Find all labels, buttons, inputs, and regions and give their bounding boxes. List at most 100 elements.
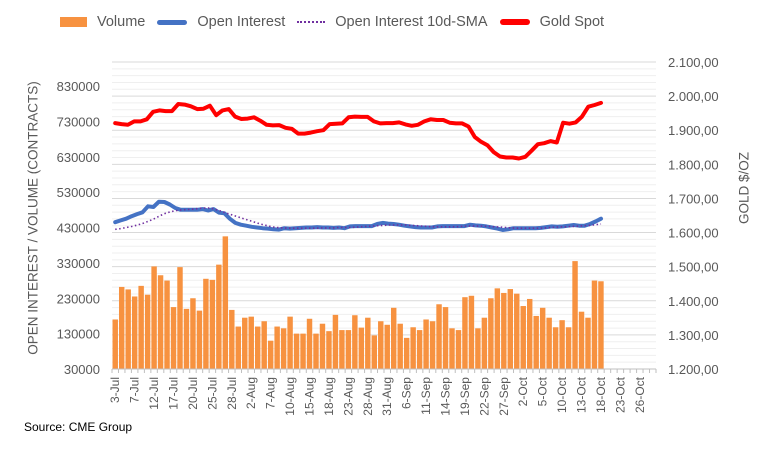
x-tick-label: 7-Jul (128, 377, 142, 403)
volume-bar (118, 286, 125, 369)
volume-bar (157, 275, 164, 369)
x-tick-label: 2-Oct (516, 376, 530, 406)
legend-swatch-oi-sma (297, 21, 326, 23)
x-tick-label: 22-Sep (477, 377, 491, 416)
volume-bar (229, 309, 235, 369)
volume-bar (520, 306, 526, 369)
volume-bar (371, 335, 378, 369)
volume-bar (410, 327, 416, 369)
legend-swatch-gold-spot (499, 19, 530, 25)
volume-bar (138, 285, 144, 369)
volume-bar (196, 310, 203, 369)
x-tick-label: 14-Sep (439, 377, 453, 416)
y-right-tick-label: 2.000,00 (668, 89, 719, 104)
x-tick-label: 18-Aug (322, 377, 336, 416)
legend-label-gold-spot: Gold Spot (539, 14, 605, 30)
legend-item-oi-sma: Open Interest 10d-SMA (297, 14, 488, 30)
x-tick-label: 5-Oct (536, 376, 550, 406)
volume-bar (203, 278, 209, 369)
volume-bar (339, 330, 345, 369)
legend-swatch-open-interest (157, 19, 188, 25)
volume-bar (183, 308, 190, 369)
volume-bar (559, 320, 565, 369)
volume-bar (267, 340, 274, 369)
volume-bar (533, 315, 539, 369)
x-tick-label: 20-Jul (186, 377, 200, 410)
volume-bar (494, 288, 501, 369)
volume-bar (235, 326, 242, 369)
volume-bar (190, 298, 196, 369)
volume-bar (442, 307, 449, 369)
volume-bar (254, 326, 261, 369)
volume-bar (365, 317, 371, 369)
legend-item-gold-spot: Gold Spot (499, 14, 605, 30)
x-tick-label: 27-Sep (497, 377, 511, 416)
volume-bar (177, 267, 183, 369)
legend-item-volume: Volume (60, 14, 145, 30)
x-tick-label: 19-Sep (458, 377, 472, 416)
volume-bar (598, 281, 604, 369)
x-tick-label: 10-Aug (283, 377, 297, 416)
volume-bar (293, 333, 300, 369)
volume-bar (585, 317, 591, 369)
y-left-tick-label: 130000 (57, 327, 100, 342)
volume-bar (306, 318, 313, 369)
volume-bar (565, 327, 572, 369)
x-tick-label: 18-Oct (594, 376, 608, 413)
volume-bar (313, 333, 319, 369)
legend-swatch-volume (60, 17, 87, 27)
volume-bar (481, 317, 488, 369)
x-tick-label: 31-Aug (380, 377, 394, 416)
volume-bar (429, 321, 436, 369)
y-left-tick-label: 430000 (57, 221, 100, 236)
volume-bar (378, 321, 384, 369)
x-tick-label: 11-Sep (419, 377, 433, 415)
volume-bar (358, 327, 365, 369)
volume-bar (397, 323, 403, 369)
legend-label-open-interest: Open Interest (197, 14, 286, 30)
y-right-tick-label: 1.900,00 (668, 123, 719, 138)
x-tick-label: 2-Aug (244, 377, 258, 409)
volume-bar (436, 304, 442, 369)
volume-bar (416, 330, 423, 369)
volume-bar (151, 266, 157, 369)
volume-bar (507, 289, 514, 369)
volume-bar (514, 293, 520, 369)
volume-bar (280, 328, 287, 369)
x-tick-label: 28-Jul (225, 377, 239, 410)
y-right-tick-label: 1.600,00 (668, 226, 719, 241)
volume-bar (403, 337, 410, 369)
volume-bar (455, 330, 462, 369)
volume-bar (300, 333, 306, 369)
volume-bar (112, 319, 118, 369)
volume-bar (462, 297, 468, 369)
y-left-tick-label: 230000 (57, 291, 100, 306)
volume-bar (352, 315, 358, 369)
y-left-tick-label: 330000 (57, 256, 100, 271)
volume-bar (125, 289, 131, 369)
volume-bar (222, 236, 229, 369)
volume-bar (526, 298, 533, 369)
volume-bar (144, 294, 151, 369)
volume-bar (170, 307, 177, 369)
volume-bar (248, 316, 254, 369)
x-tick-label: 7-Aug (264, 377, 278, 409)
legend-label-volume: Volume (97, 14, 146, 30)
volume-bar (261, 321, 267, 369)
y-left-tick-label: 730000 (57, 114, 100, 129)
legend-label-oi-sma: Open Interest 10d-SMA (335, 14, 488, 30)
volume-bar (475, 328, 481, 369)
volume-bar (131, 296, 138, 369)
y-left-tick-label: 30000 (64, 362, 100, 377)
volume-bar (488, 298, 494, 369)
volume-bar (326, 331, 332, 369)
y-left-tick-label: 530000 (57, 185, 100, 200)
volume-bar (468, 295, 475, 369)
volume-bar (287, 316, 293, 369)
y-right-tick-label: 1.500,00 (668, 260, 719, 275)
x-tick-label: 25-Jul (205, 377, 219, 410)
open-interest-sma-line (115, 207, 602, 231)
volume-bar (449, 328, 455, 369)
y-left-tick-label: 630000 (57, 150, 100, 165)
open-interest-line (113, 199, 603, 232)
